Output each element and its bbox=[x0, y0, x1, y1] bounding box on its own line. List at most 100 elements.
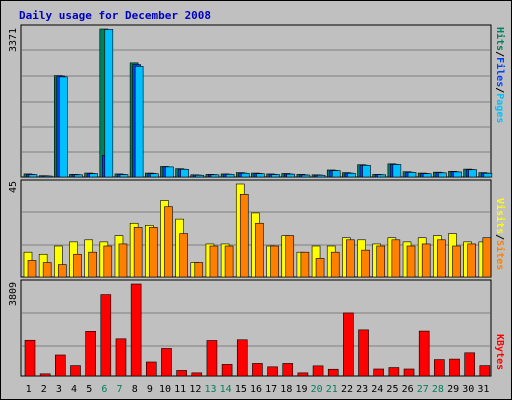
bar-pages-12 bbox=[195, 174, 205, 178]
bar-sites-2 bbox=[42, 262, 52, 278]
x-tick-label-11: 11 bbox=[174, 384, 186, 395]
x-tick-label-28: 28 bbox=[432, 384, 444, 395]
bar-kbytes-14 bbox=[221, 364, 233, 377]
mid-legend: Visits/Sites bbox=[494, 198, 506, 270]
x-tick-label-22: 22 bbox=[341, 384, 353, 395]
bar-kbytes-17 bbox=[267, 366, 278, 377]
x-tick-label-15: 15 bbox=[235, 384, 247, 395]
bar-pages-19 bbox=[301, 174, 311, 178]
bar-pages-6 bbox=[104, 29, 114, 178]
x-tick-label-9: 9 bbox=[147, 384, 153, 395]
bar-kbytes-1 bbox=[24, 339, 36, 377]
bar-pages-31 bbox=[483, 172, 493, 178]
bar-sites-29 bbox=[452, 245, 461, 278]
bar-pages-14 bbox=[225, 174, 235, 178]
bar-sites-23 bbox=[361, 249, 370, 278]
x-tick-label-29: 29 bbox=[447, 384, 459, 395]
bar-pages-25 bbox=[392, 164, 402, 178]
bar-sites-13 bbox=[209, 245, 219, 278]
bar-pages-15 bbox=[240, 172, 250, 178]
bot-legend: KBytes bbox=[494, 334, 505, 370]
bar-pages-3 bbox=[59, 76, 68, 178]
x-tick-label-1: 1 bbox=[26, 384, 32, 395]
bar-kbytes-31 bbox=[479, 365, 491, 377]
bar-kbytes-27 bbox=[418, 330, 430, 377]
bar-pages-11 bbox=[180, 169, 189, 178]
bar-sites-19 bbox=[300, 251, 310, 278]
bar-kbytes-4 bbox=[70, 365, 81, 377]
bar-pages-21 bbox=[331, 170, 341, 178]
bar-pages-20 bbox=[316, 174, 326, 178]
bar-kbytes-22 bbox=[343, 312, 354, 377]
x-tick-label-12: 12 bbox=[189, 384, 201, 395]
bar-sites-27 bbox=[421, 243, 431, 278]
bar-sites-14 bbox=[224, 245, 234, 278]
bar-pages-18 bbox=[286, 173, 296, 178]
bar-sites-30 bbox=[467, 243, 476, 278]
legend-slash-1: / bbox=[494, 51, 505, 57]
legend-hits: Hits bbox=[494, 27, 506, 51]
bar-sites-8 bbox=[133, 227, 143, 278]
bars bbox=[23, 28, 493, 377]
x-tick-label-24: 24 bbox=[371, 384, 383, 395]
bar-kbytes-29 bbox=[449, 358, 460, 377]
x-tick-label-5: 5 bbox=[86, 384, 92, 395]
x-tick-label-8: 8 bbox=[132, 384, 138, 395]
bar-pages-17 bbox=[271, 174, 280, 178]
bar-pages-27 bbox=[422, 173, 432, 178]
bar-sites-31 bbox=[482, 237, 492, 278]
bar-pages-24 bbox=[377, 174, 387, 178]
panel-frame-1 bbox=[20, 24, 492, 178]
bar-pages-13 bbox=[210, 174, 220, 178]
bar-kbytes-24 bbox=[373, 368, 385, 377]
bar-sites-20 bbox=[315, 258, 325, 278]
bar-kbytes-21 bbox=[327, 368, 339, 377]
legend-pages: Pages bbox=[494, 93, 505, 123]
bar-sites-10 bbox=[164, 206, 173, 278]
bar-kbytes-10 bbox=[161, 348, 172, 377]
x-tick-label-6: 6 bbox=[101, 384, 107, 395]
x-tick-label-13: 13 bbox=[204, 384, 216, 395]
bar-pages-28 bbox=[438, 172, 447, 178]
x-tick-label-23: 23 bbox=[356, 384, 368, 395]
legend-slash-3: / bbox=[494, 234, 505, 240]
bar-kbytes-5 bbox=[85, 331, 96, 377]
bar-kbytes-30 bbox=[464, 352, 475, 377]
bar-sites-26 bbox=[406, 245, 416, 278]
bar-sites-1 bbox=[27, 260, 37, 278]
top-max-label: 3371 bbox=[8, 28, 19, 52]
x-tick-label-10: 10 bbox=[159, 384, 171, 395]
bar-pages-30 bbox=[468, 169, 477, 178]
bar-sites-5 bbox=[88, 251, 97, 278]
bar-kbytes-2 bbox=[39, 373, 51, 377]
bar-kbytes-28 bbox=[434, 359, 445, 377]
bar-pages-23 bbox=[362, 165, 371, 178]
bar-sites-3 bbox=[58, 264, 67, 278]
bar-kbytes-8 bbox=[130, 283, 142, 377]
x-tick-label-26: 26 bbox=[402, 384, 414, 395]
bar-pages-10 bbox=[165, 166, 174, 178]
bar-sites-12 bbox=[194, 262, 204, 278]
bar-kbytes-26 bbox=[403, 368, 415, 377]
x-tick-label-16: 16 bbox=[250, 384, 262, 395]
bar-pages-22 bbox=[347, 172, 356, 178]
bar-kbytes-7 bbox=[115, 338, 127, 377]
x-tick-label-3: 3 bbox=[56, 384, 62, 395]
bar-pages-9 bbox=[149, 173, 159, 178]
x-tick-label-19: 19 bbox=[295, 384, 307, 395]
bar-sites-21 bbox=[330, 251, 340, 278]
x-tick-label-17: 17 bbox=[265, 384, 277, 395]
bar-sites-18 bbox=[285, 235, 295, 278]
bar-sites-25 bbox=[391, 239, 401, 278]
x-tick-label-21: 21 bbox=[326, 384, 338, 395]
bar-sites-7 bbox=[118, 243, 128, 278]
bar-pages-7 bbox=[119, 174, 129, 178]
bar-sites-4 bbox=[73, 253, 82, 278]
bar-pages-5 bbox=[89, 173, 98, 178]
x-tick-label-31: 31 bbox=[477, 384, 489, 395]
bar-pages-16 bbox=[256, 173, 265, 178]
panels bbox=[20, 24, 492, 377]
bar-kbytes-20 bbox=[312, 365, 324, 377]
bar-kbytes-23 bbox=[358, 329, 369, 377]
